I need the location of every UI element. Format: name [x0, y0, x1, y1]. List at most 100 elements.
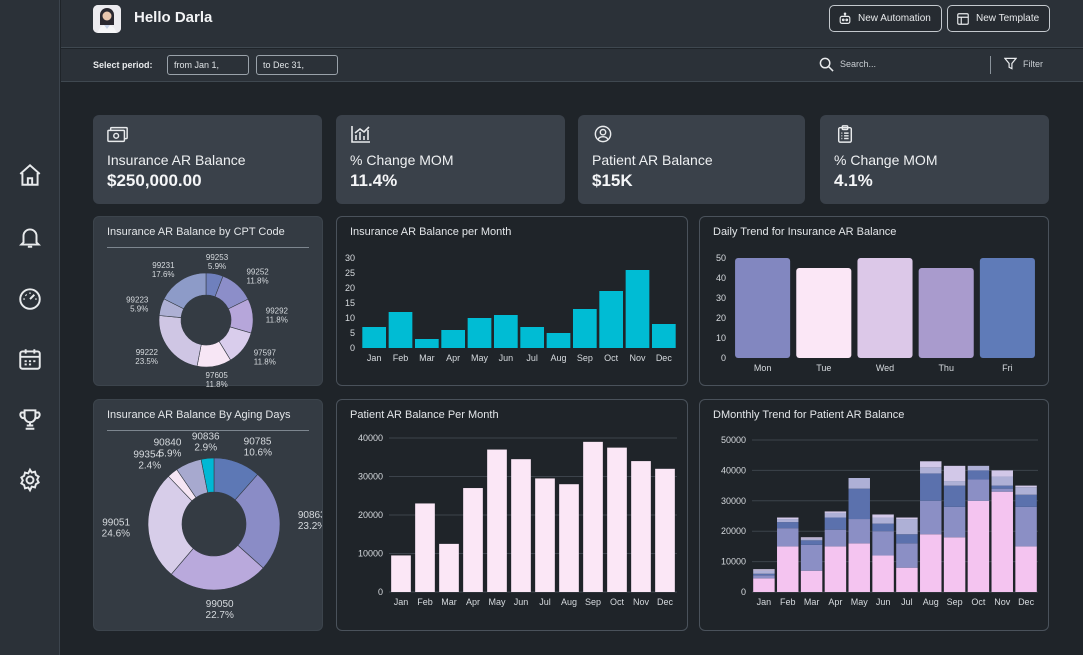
slice-label: 99253 — [206, 253, 229, 262]
search-input[interactable] — [840, 55, 980, 73]
bar-segment-mar-4 — [800, 537, 823, 539]
y-tick-label: 30000 — [721, 496, 746, 506]
patient-trend-stacked-chart: 0 10000 20000 30000 40000 50000 Jan Feb Mar Apr Ma… — [721, 435, 1038, 607]
bar-segment-jul-2 — [896, 534, 918, 544]
bar-segment-jun-2 — [872, 523, 894, 532]
bar-segment-feb-1 — [777, 528, 799, 547]
avatar[interactable] — [93, 5, 121, 33]
bar-segment-oct-1 — [967, 479, 990, 501]
from-date-input[interactable] — [167, 55, 249, 75]
slice-label: 99354 — [133, 450, 161, 461]
trophy-icon[interactable] — [17, 406, 43, 432]
x-tick-label: Nov — [629, 353, 646, 363]
kpi-value: 11.4% — [350, 171, 398, 190]
bar-segment-aug-1 — [920, 500, 942, 535]
x-tick-label: Oct — [610, 597, 625, 607]
bar-segment-nov-3 — [991, 476, 1013, 486]
y-tick-label: 20 — [345, 283, 355, 293]
speedometer-icon[interactable] — [17, 285, 43, 311]
filter-icon — [1004, 57, 1017, 70]
bar-segment-sep-4 — [943, 465, 966, 482]
slice-percent: 11.8% — [266, 316, 288, 325]
x-tick-label: Aug — [550, 353, 566, 363]
y-tick-label: 10000 — [721, 557, 746, 567]
x-tick-label: Feb — [417, 597, 433, 607]
filter-button[interactable]: Filter — [1004, 57, 1043, 70]
bar-mar — [414, 339, 439, 348]
bar-segment-dec-1 — [1015, 506, 1037, 547]
panel-patient-trend: DMonthly Trend for Patient AR Balance 0 1… — [699, 399, 1049, 631]
y-tick-label: 25 — [345, 268, 355, 278]
chart-title: Insurance AR Balance By Aging Days — [107, 409, 291, 421]
top-header: Hello Darla New Automation New Template — [61, 0, 1083, 48]
home-icon[interactable] — [17, 162, 43, 188]
new-automation-button[interactable]: New Automation — [829, 5, 942, 32]
x-tick-label: Thu — [938, 363, 954, 373]
bar-segment-dec-2 — [1015, 494, 1037, 507]
bar-segment-apr-3 — [824, 512, 847, 518]
x-tick-label: Fri — [1002, 363, 1013, 373]
y-tick-label: 5 — [350, 328, 355, 338]
panel-cpt-code: Insurance AR Balance by CPT Code 99253 5.… — [93, 216, 323, 387]
bar-oct — [599, 291, 624, 348]
y-tick-label: 50 — [716, 253, 726, 263]
new-template-button[interactable]: New Template — [947, 5, 1051, 32]
x-tick-label: May — [471, 353, 489, 363]
x-tick-label: May — [488, 597, 506, 607]
new-automation-label: New Automation — [858, 13, 931, 24]
x-tick-label: Nov — [633, 597, 650, 607]
bar-oct — [607, 447, 627, 592]
slice-label: 90836 — [192, 431, 220, 442]
bar-segment-feb-2 — [777, 522, 799, 529]
y-tick-label: 0 — [350, 343, 355, 353]
gear-icon[interactable] — [17, 467, 43, 493]
bar-segment-nov-0 — [991, 491, 1013, 592]
bar-dec — [655, 468, 675, 592]
sidebar — [0, 0, 60, 655]
y-tick-label: 0 — [721, 353, 726, 363]
x-tick-label: Sep — [947, 597, 963, 607]
kpi-label: % Change MOM — [834, 152, 938, 168]
x-tick-label: Aug — [561, 597, 577, 607]
bar-segment-jan-0 — [753, 578, 775, 592]
bar-chart-icon — [351, 126, 370, 143]
bar-segment-aug-3 — [920, 467, 942, 474]
bar-thu — [918, 268, 974, 358]
bar-segment-jun-4 — [872, 514, 894, 518]
patient-month-bar-chart: 0 10000 20000 30000 40000 Jan Feb Mar Apr May Jun J… — [358, 433, 677, 607]
kpi-card-change-mom-1: % Change MOM 11.4% — [336, 115, 565, 204]
y-tick-label: 40 — [716, 273, 726, 283]
bar-segment-mar-3 — [800, 538, 823, 541]
calendar-icon[interactable] — [17, 346, 43, 372]
to-date-input[interactable] — [256, 55, 338, 75]
y-tick-label: 30000 — [358, 472, 383, 482]
slice-percent: 24.6% — [102, 528, 130, 539]
slice-90863 — [234, 474, 281, 569]
bar-fri — [979, 258, 1035, 358]
x-tick-label: Apr — [466, 597, 480, 607]
bar-segment-oct-2 — [967, 470, 990, 480]
user-circle-icon — [594, 125, 612, 143]
x-tick-label: Jul — [526, 353, 538, 363]
bar-jun — [493, 315, 518, 348]
x-tick-label: Mar — [441, 597, 457, 607]
bar-segment-sep-3 — [943, 481, 966, 486]
bar-feb — [388, 312, 413, 348]
bar-segment-mar-2 — [800, 540, 823, 545]
chart-title: Daily Trend for Insurance AR Balance — [713, 226, 897, 238]
search-box[interactable] — [819, 55, 980, 73]
slice-percent: 2.9% — [194, 442, 217, 453]
bar-segment-mar-1 — [800, 544, 823, 571]
x-tick-label: Sep — [577, 353, 593, 363]
bar-segment-jul-0 — [896, 567, 918, 592]
bell-icon[interactable] — [17, 224, 43, 250]
y-tick-label: 20000 — [721, 526, 746, 536]
bar-segment-jul-1 — [896, 543, 918, 568]
title-divider — [107, 247, 309, 248]
slice-label: 99222 — [136, 348, 159, 357]
x-tick-label: Sep — [585, 597, 601, 607]
bar-segment-nov-2 — [991, 485, 1013, 489]
bar-segment-feb-0 — [777, 546, 799, 592]
bar-segment-jul-4 — [896, 517, 918, 520]
slice-99050 — [170, 544, 264, 591]
